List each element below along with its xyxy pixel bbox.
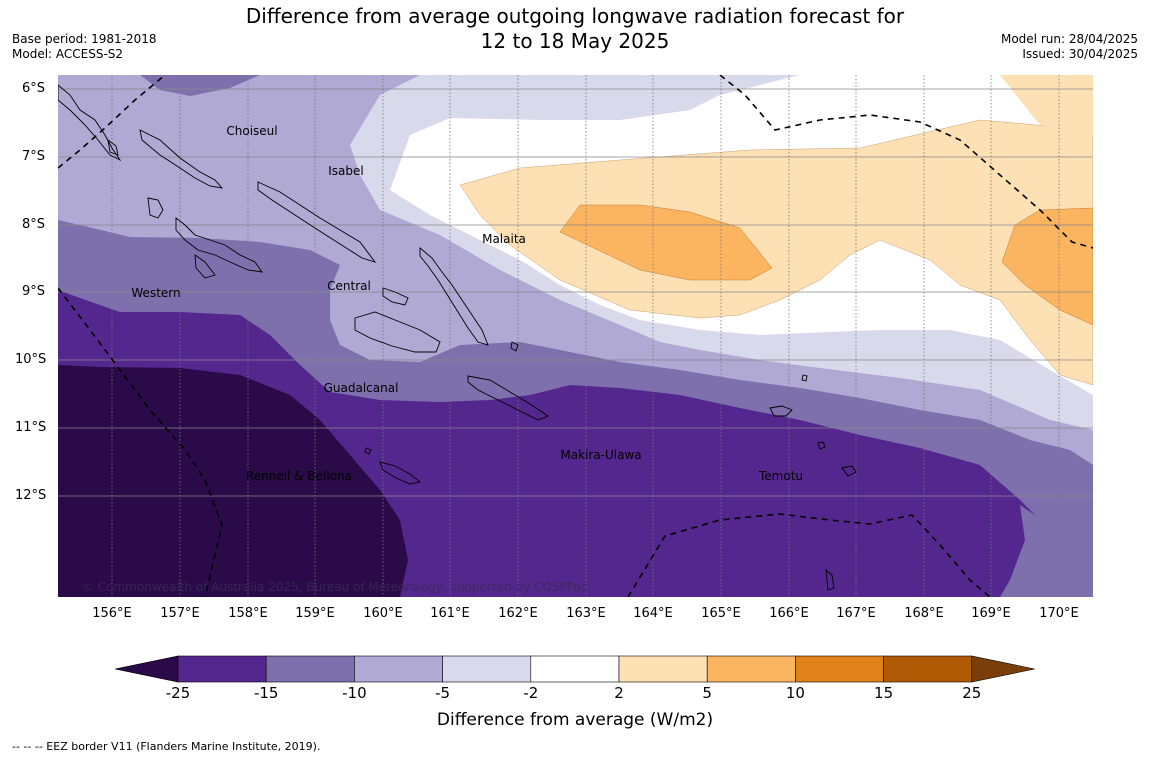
lon-label-168e: 168°E <box>904 606 944 621</box>
band-minus-10-top <box>140 75 260 96</box>
island-duff <box>801 374 808 382</box>
island-santa-cruz <box>769 405 793 417</box>
place-makira-ulawa: Makira-Ulawa <box>560 448 642 462</box>
island-vella <box>147 197 164 219</box>
island-isabel <box>257 181 377 263</box>
island-makira <box>467 375 549 421</box>
colorbar-segment <box>354 655 443 683</box>
island-choiseul <box>139 129 224 189</box>
island-anuta <box>825 568 835 591</box>
colorbar-tick-label: -10 <box>342 684 367 702</box>
colorbar <box>114 655 1035 683</box>
longitude-gridlines <box>111 75 1060 597</box>
lon-label-170e: 170°E <box>1039 606 1079 621</box>
title-line-2: 12 to 18 May 2025 <box>480 29 670 53</box>
lat-label-8s: 8°S <box>22 217 46 232</box>
colorbar-tick-label: -5 <box>435 684 451 702</box>
colorbar-tick-label: 5 <box>702 684 712 702</box>
lon-label-166e: 166°E <box>769 606 809 621</box>
lon-label-165e: 165°E <box>701 606 741 621</box>
colorbar-tick-label: -2 <box>523 684 539 702</box>
lon-label-162e: 162°E <box>498 606 538 621</box>
colorbar-tick-label: 15 <box>874 684 894 702</box>
colorbar-extend-high <box>971 655 1035 683</box>
colorbar-tick-label: 2 <box>614 684 624 702</box>
colorbar-segment <box>530 655 620 683</box>
latitude-gridlines <box>58 88 1093 497</box>
coastlines <box>58 84 857 591</box>
place-western: Western <box>131 286 181 300</box>
colorbar-tick-label: -25 <box>165 684 191 702</box>
colorbar-label: Difference from average (W/m2) <box>436 710 714 730</box>
lon-label-169e: 169°E <box>971 606 1011 621</box>
colorbar-tick-label: 10 <box>785 684 805 702</box>
colorbar-segment <box>177 655 267 683</box>
lat-label-10s: 10°S <box>15 352 47 367</box>
meta-left: Base period: 1981-2018 Model: ACCESS-S2 <box>12 32 157 62</box>
island-guadalcanal <box>354 311 441 353</box>
eez-legend: -- -- -- EEZ border V11 (Flanders Marine… <box>12 740 321 753</box>
lon-label-163e: 163°E <box>566 606 606 621</box>
issued-date: Issued: 30/04/2025 <box>1022 47 1138 61</box>
colorbar-segment <box>442 655 532 683</box>
colorbar-extend-low <box>114 655 179 683</box>
island-bougainville <box>58 84 122 162</box>
place-choiseul: Choiseul <box>226 124 278 138</box>
band-below-minus-25 <box>58 365 408 597</box>
island-new-georgia <box>175 217 263 273</box>
title-line-1: Difference from average outgoing longwav… <box>245 4 905 28</box>
colorbar-tick-label: -15 <box>253 684 279 702</box>
island-ranongga <box>194 254 216 279</box>
place-temotu: Temotu <box>758 469 804 483</box>
model-run: Model run: 28/04/2025 <box>1000 32 1138 46</box>
band-minus-10-east <box>1000 505 1093 597</box>
place-central: Central <box>327 279 371 293</box>
lon-label-167e: 167°E <box>836 606 876 621</box>
band-2-to-5 <box>459 119 1093 386</box>
lat-label-12s: 12°S <box>15 488 47 503</box>
island-bellona <box>364 447 372 455</box>
colorbar-segment <box>618 655 708 683</box>
lat-label-9s: 9°S <box>22 284 46 299</box>
island-rennell <box>379 461 422 485</box>
place-guadalcanal: Guadalcanal <box>323 381 399 395</box>
lon-label-160e: 160°E <box>363 606 403 621</box>
band-2-to-5-east <box>1000 75 1093 135</box>
colorbar-segment <box>795 655 884 683</box>
island-malaita <box>419 247 489 346</box>
copyright-notice: © Commonwealth of Australia 2025, Bureau… <box>82 580 588 594</box>
lon-label-158e: 158°E <box>228 606 268 621</box>
lon-label-161e: 161°E <box>430 606 470 621</box>
band-5-to-10-east <box>1001 207 1093 326</box>
colorbar-segment <box>265 655 355 683</box>
island-shortland <box>107 138 119 156</box>
island-florida <box>382 287 409 306</box>
band-5-to-10 <box>559 204 773 281</box>
map-title: Difference from average outgoing longwav… <box>0 4 1150 54</box>
lon-label-164e: 164°E <box>633 606 673 621</box>
place-isabel: Isabel <box>328 164 364 178</box>
lat-label-6s: 6°S <box>22 81 46 96</box>
lon-label-157e: 157°E <box>160 606 200 621</box>
map-plot <box>58 75 1093 597</box>
island-vanikoro <box>841 465 857 477</box>
place-rennell-bellona: Rennell & Bellona <box>245 469 353 483</box>
colorbar-segment <box>706 655 796 683</box>
base-period: Base period: 1981-2018 <box>12 32 157 46</box>
colorbar-tick-label: 25 <box>962 684 982 702</box>
place-malaita: Malaita <box>482 232 526 246</box>
lat-label-7s: 7°S <box>22 149 46 164</box>
meta-right: Model run: 28/04/2025 Issued: 30/04/2025 <box>1001 32 1138 62</box>
lat-label-11s: 11°S <box>15 420 47 435</box>
model-name: Model: ACCESS-S2 <box>12 47 124 61</box>
eez-border <box>58 75 1093 597</box>
lon-label-159e: 159°E <box>295 606 335 621</box>
lon-label-156e: 156°E <box>92 606 132 621</box>
island-ulawa <box>510 341 519 352</box>
island-tikopia <box>817 441 826 450</box>
colorbar-segment <box>883 655 973 683</box>
